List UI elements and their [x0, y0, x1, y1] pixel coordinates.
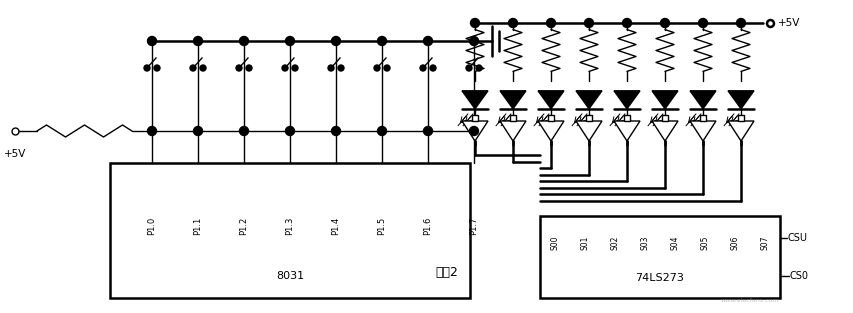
- Bar: [661, 115, 667, 121]
- Text: S05: S05: [699, 236, 709, 250]
- Circle shape: [148, 126, 156, 136]
- Polygon shape: [461, 91, 487, 109]
- Bar: [624, 115, 629, 121]
- Polygon shape: [651, 121, 677, 141]
- Circle shape: [470, 18, 479, 28]
- Circle shape: [469, 37, 478, 45]
- Circle shape: [622, 18, 630, 28]
- Circle shape: [194, 37, 202, 45]
- Text: CSU: CSU: [787, 233, 807, 243]
- Polygon shape: [499, 121, 525, 141]
- Polygon shape: [575, 121, 601, 141]
- Text: 8031: 8031: [276, 271, 304, 281]
- Text: P1.4: P1.4: [331, 217, 340, 235]
- Polygon shape: [651, 91, 677, 109]
- Circle shape: [466, 65, 472, 71]
- Circle shape: [377, 37, 386, 45]
- Circle shape: [583, 18, 593, 28]
- Bar: [548, 115, 553, 121]
- Text: 74LS273: 74LS273: [635, 273, 683, 283]
- Circle shape: [292, 65, 298, 71]
- Circle shape: [194, 126, 202, 136]
- Bar: [539, 216, 779, 298]
- Circle shape: [659, 18, 669, 28]
- Circle shape: [235, 65, 241, 71]
- Circle shape: [377, 126, 386, 136]
- Text: +5V: +5V: [3, 149, 26, 159]
- Circle shape: [285, 126, 294, 136]
- Text: P1.1: P1.1: [194, 217, 202, 235]
- Text: S06: S06: [729, 236, 739, 250]
- Circle shape: [735, 18, 745, 28]
- Circle shape: [144, 65, 150, 71]
- Circle shape: [475, 65, 481, 71]
- Polygon shape: [613, 91, 639, 109]
- Text: S02: S02: [610, 236, 618, 250]
- Circle shape: [430, 65, 436, 71]
- Text: 项目2: 项目2: [434, 266, 457, 280]
- Text: P1.3: P1.3: [285, 217, 294, 235]
- Circle shape: [281, 65, 287, 71]
- Text: P1.7: P1.7: [469, 217, 478, 235]
- Bar: [509, 115, 515, 121]
- Text: P1.0: P1.0: [148, 217, 156, 235]
- Circle shape: [384, 65, 390, 71]
- Circle shape: [148, 37, 156, 45]
- Polygon shape: [727, 121, 753, 141]
- Text: S03: S03: [640, 236, 649, 250]
- Circle shape: [200, 65, 206, 71]
- Circle shape: [246, 65, 252, 71]
- Text: S00: S00: [550, 236, 559, 250]
- Polygon shape: [689, 91, 715, 109]
- Text: www.elecfans.com: www.elecfans.com: [720, 299, 778, 304]
- Polygon shape: [727, 91, 753, 109]
- Circle shape: [423, 126, 432, 136]
- Circle shape: [154, 65, 160, 71]
- Circle shape: [420, 65, 426, 71]
- Polygon shape: [689, 121, 715, 141]
- Text: +5V: +5V: [777, 18, 799, 28]
- Bar: [699, 115, 705, 121]
- Text: S04: S04: [670, 236, 679, 250]
- Circle shape: [374, 65, 380, 71]
- Circle shape: [328, 65, 334, 71]
- Circle shape: [508, 18, 517, 28]
- Text: P1.5: P1.5: [377, 217, 386, 235]
- Polygon shape: [575, 91, 601, 109]
- Text: P1.2: P1.2: [239, 217, 248, 235]
- Bar: [472, 115, 477, 121]
- Circle shape: [239, 37, 248, 45]
- Circle shape: [469, 126, 478, 136]
- Circle shape: [285, 37, 294, 45]
- Text: CS0: CS0: [789, 271, 808, 281]
- Polygon shape: [613, 121, 639, 141]
- Circle shape: [331, 126, 340, 136]
- Bar: [110, 163, 469, 298]
- Polygon shape: [537, 121, 563, 141]
- Circle shape: [546, 18, 554, 28]
- Circle shape: [423, 37, 432, 45]
- Circle shape: [698, 18, 706, 28]
- Text: S01: S01: [580, 236, 589, 250]
- Text: P1.6: P1.6: [423, 217, 432, 235]
- Circle shape: [331, 37, 340, 45]
- Circle shape: [338, 65, 344, 71]
- Polygon shape: [499, 91, 525, 109]
- Polygon shape: [461, 121, 487, 141]
- Bar: [737, 115, 743, 121]
- Circle shape: [239, 126, 248, 136]
- Polygon shape: [537, 91, 563, 109]
- Circle shape: [189, 65, 196, 71]
- Text: S07: S07: [760, 236, 769, 250]
- Bar: [585, 115, 591, 121]
